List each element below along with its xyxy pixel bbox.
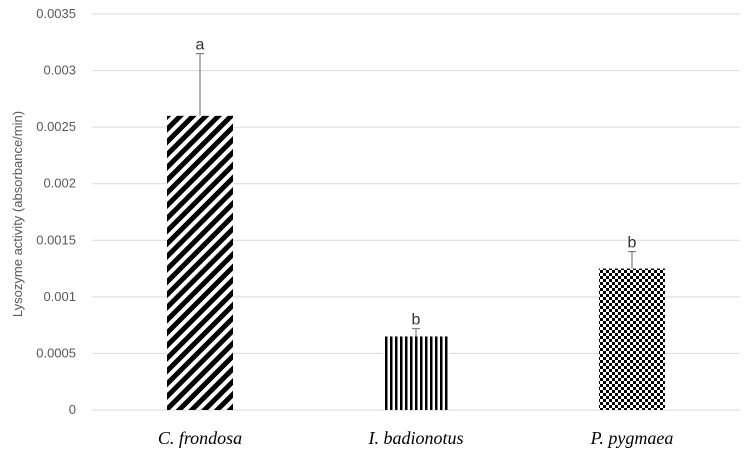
significance-label: b	[412, 312, 421, 329]
y-tick-label: 0.0015	[36, 232, 76, 247]
error-bars	[196, 52, 636, 337]
bars	[167, 115, 665, 410]
bar	[167, 115, 233, 410]
significance-label: a	[196, 37, 205, 54]
bar	[383, 336, 449, 410]
y-axis-ticks: 0 0.0005 0.001 0.0015 0.002 0.0025 0.003 0.0035	[36, 6, 76, 417]
y-tick-label: 0.0025	[36, 119, 76, 134]
category-label: P. pygmaea	[590, 428, 674, 448]
y-tick-label: 0.0005	[36, 345, 76, 360]
y-tick-label: 0.0035	[36, 6, 76, 21]
significance-labels: a b b	[196, 37, 637, 329]
y-tick-label: 0.001	[43, 289, 76, 304]
y-tick-label: 0.002	[43, 176, 76, 191]
bar	[599, 268, 665, 410]
y-axis-label: Lysozyme activity (absorbance/min)	[10, 111, 25, 317]
category-labels: C. frondosa I. badionotus P. pygmaea	[158, 428, 674, 448]
y-tick-label: 0	[69, 402, 76, 417]
significance-label: b	[628, 235, 637, 252]
category-label: I. badionotus	[367, 428, 463, 448]
category-label: C. frondosa	[158, 428, 242, 448]
y-tick-label: 0.003	[43, 63, 76, 78]
